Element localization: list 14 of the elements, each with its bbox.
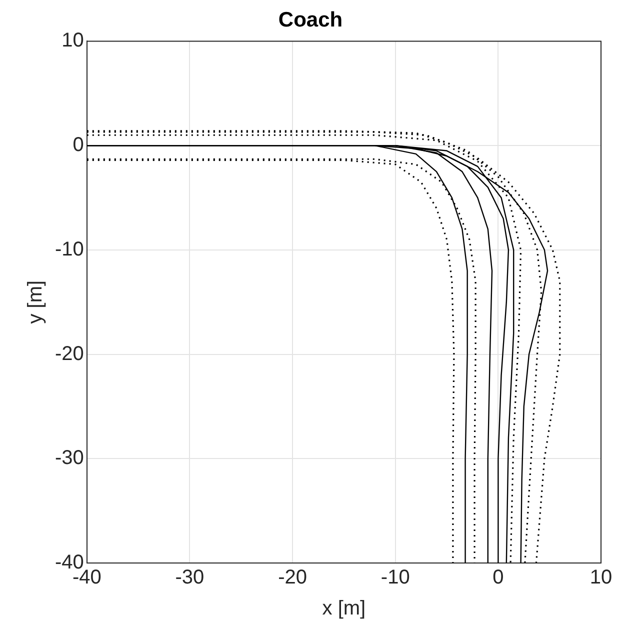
x-tick-label: -30 (175, 566, 204, 589)
y-tick-label: 0 (72, 134, 84, 156)
y-tick-label: -20 (55, 342, 84, 365)
y-axis-title: y [m] (24, 280, 47, 324)
x-tick-label: -20 (278, 566, 307, 589)
y-tick-label: -30 (55, 447, 84, 470)
x-axis-title: x [m] (322, 598, 366, 620)
x-tick-label: 0 (492, 566, 504, 589)
y-tick-label: 10 (62, 30, 84, 52)
chart-title: Coach (278, 8, 343, 32)
x-tick-label: 10 (590, 566, 612, 589)
y-tick-label: -40 (55, 552, 84, 574)
y-tick-label: -10 (55, 238, 84, 260)
x-tick-label: -10 (380, 566, 410, 589)
